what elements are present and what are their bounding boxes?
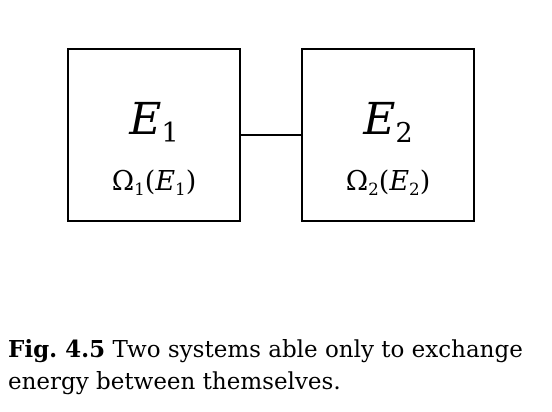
system-1-omega-arg-symbol: E bbox=[155, 166, 176, 197]
energy-exchange-connector bbox=[241, 134, 303, 136]
system-2-omega-subscript: 2 bbox=[368, 178, 379, 199]
system-2-energy-subscript: 2 bbox=[395, 117, 413, 149]
system-2-energy-label: E2 bbox=[303, 98, 473, 147]
figure-caption: Fig. 4.5 Two systems able only to exchan… bbox=[8, 334, 544, 398]
system-2-omega-arg-subscript: 2 bbox=[409, 178, 420, 199]
system-2-omega-arg-symbol: E bbox=[389, 166, 410, 197]
system-1-energy-label: E1 bbox=[69, 98, 239, 147]
system-2-omega-symbol: Ω bbox=[345, 166, 369, 197]
two-systems-diagram: E1 Ω1(E1) E2 Ω2(E2) bbox=[67, 48, 475, 222]
system-1-omega-symbol: Ω bbox=[111, 166, 135, 197]
system-2-energy-symbol: E bbox=[363, 94, 396, 145]
system-2-box: E2 Ω2(E2) bbox=[301, 48, 475, 222]
system-1-energy-subscript: 1 bbox=[161, 117, 179, 149]
system-1-states-label: Ω1(E1) bbox=[111, 166, 197, 199]
system-1-box: E1 Ω1(E1) bbox=[67, 48, 241, 222]
system-1-omega-subscript: 1 bbox=[134, 178, 145, 199]
system-1-energy-symbol: E bbox=[129, 94, 162, 145]
system-2-states-label: Ω2(E2) bbox=[345, 166, 431, 199]
figure-caption-text: Two systems able only to exchange energy… bbox=[8, 337, 523, 395]
figure-caption-label: Fig. 4.5 bbox=[8, 336, 106, 363]
system-1-omega-arg-subscript: 1 bbox=[175, 178, 186, 199]
